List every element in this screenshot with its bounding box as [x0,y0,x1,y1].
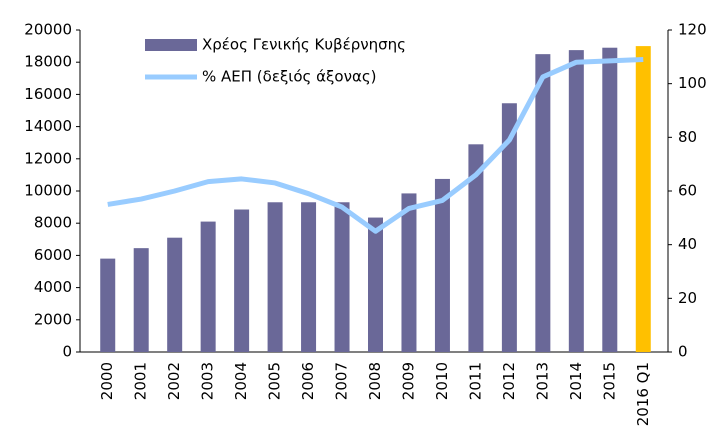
y2-tick-label: 80 [678,128,697,146]
x-tick-label: 2014 [567,362,585,400]
y-tick-label: 20000 [24,21,72,39]
y2-tick-label: 20 [678,289,697,307]
x-tick-label: 2015 [600,362,618,400]
y2-tick-label: 0 [678,343,688,361]
x-tick-label: 2006 [299,362,317,400]
legend-swatch [145,39,197,51]
x-tick-label: 2002 [165,362,183,400]
bar [501,103,517,352]
x-tick-label: 2012 [500,362,518,400]
x-tick-label: 2007 [333,362,351,400]
y2-tick-label: 100 [678,74,707,92]
x-tick-label: 2004 [232,362,250,400]
x-tick-label: 2011 [466,362,484,400]
y-tick-label: 16000 [24,85,72,103]
bar [334,202,350,352]
bar [401,193,417,352]
legend-label: % ΑΕΠ (δεξιός άξονας) [202,68,377,86]
x-tick-label: 2001 [132,362,150,400]
bar [434,178,450,352]
x-tick-label: 2008 [366,362,384,400]
bar [167,237,183,352]
x-tick-label: 2010 [433,362,451,400]
bar [368,217,383,352]
bar [568,50,584,352]
y-tick-label: 6000 [34,246,72,264]
y-tick-label: 4000 [34,278,72,296]
bar [100,258,116,352]
x-tick-label: 2005 [266,362,284,400]
y2-tick-label: 60 [678,182,697,200]
y-tick-label: 8000 [34,214,72,232]
legend-label: Χρέος Γενικής Κυβέρνησης [202,36,406,54]
x-tick-label: 2013 [533,362,551,400]
y-tick-label: 18000 [24,53,72,71]
bar [267,202,283,352]
bar [535,54,551,353]
y-tick-label: 2000 [34,310,72,328]
y2-tick-label: 120 [678,21,707,39]
bar [200,221,216,352]
bar [468,144,484,352]
bar [133,248,149,352]
x-tick-label: 2009 [399,362,417,400]
bar [234,209,250,352]
y-tick-label: 10000 [24,182,72,200]
y-tick-label: 14000 [24,117,72,135]
bar [602,47,618,353]
bar [301,202,317,352]
bar [635,46,651,352]
y2-tick-label: 40 [678,235,697,253]
y-tick-label: 0 [62,343,72,361]
x-tick-label: 2016 Q1 [634,362,652,426]
line [107,57,644,234]
y-tick-label: 12000 [24,149,72,167]
x-tick-label: 2003 [199,362,217,400]
x-tick-label: 2000 [98,362,116,400]
